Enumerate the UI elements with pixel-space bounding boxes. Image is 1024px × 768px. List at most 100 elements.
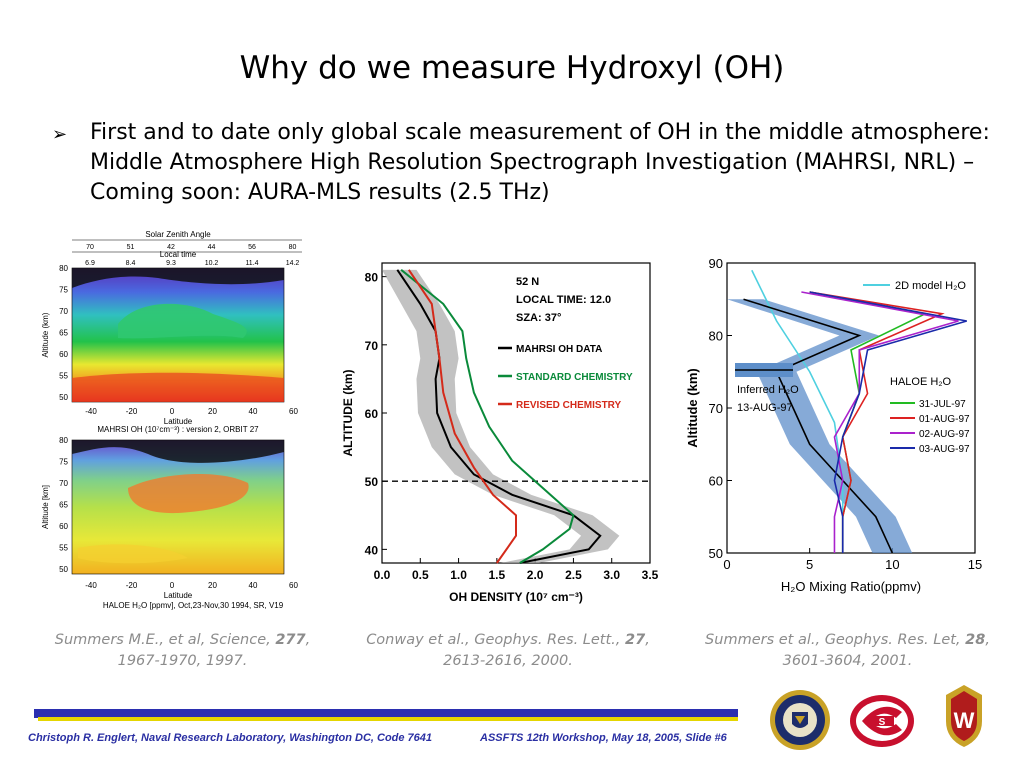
footer-workshop: ASSFTS 12th Workshop, May 18, 2005, Slid… (480, 732, 727, 744)
local-time-tick: 8.4 (126, 260, 136, 267)
sza-tick: 80 (289, 244, 297, 251)
y-axis-label-lower: Altitude [km] (41, 485, 50, 529)
svg-text:S: S (879, 717, 886, 728)
x-tick-lower: -20 (126, 581, 138, 590)
footer-bar-yellow (38, 717, 738, 721)
y-tick-upper: 70 (59, 307, 68, 316)
y-tick-label: 50 (709, 546, 723, 561)
x-tick-label: 3.5 (642, 568, 659, 582)
y-tick-upper: 60 (59, 350, 68, 359)
oh-density-chart: 0.0 0.5 1.0 1.5 2.0 2.5 3.0 3.5 80 70 60 50 40 OH DEN… (340, 253, 665, 608)
bullet-arrow-icon: ➢ (52, 124, 68, 145)
y-tick-label: 40 (365, 543, 379, 557)
caption-left: Summers M.E., et al, Science, 277, 1967-… (54, 632, 311, 669)
series-line (801, 291, 959, 553)
x-tick-label: 0.0 (374, 568, 391, 582)
x-tick-upper: 20 (208, 407, 217, 416)
legend-label: 31-JUL-97 (919, 399, 966, 410)
y-tick-label: 70 (709, 401, 723, 416)
x-tick-label: 10 (885, 557, 899, 572)
y-tick-label: 90 (709, 256, 723, 271)
series-line (809, 291, 945, 553)
legend-label: REVISED CHEMISTRY (516, 400, 622, 411)
y-tick-label: 80 (365, 271, 379, 285)
x-axis-label-upper: Latitude (164, 417, 193, 426)
x-tick-label: 5 (806, 557, 813, 572)
legend-label: Inferred H₂O (737, 384, 799, 396)
bullet-text: First and to date only global scale meas… (90, 120, 990, 205)
local-time-title: Local time (160, 250, 197, 259)
y-tick-label: 80 (709, 329, 723, 344)
sza-tick: 51 (127, 244, 135, 251)
svg-text:W: W (954, 708, 975, 733)
x-tick-lower: 20 (208, 581, 217, 590)
y-tick-upper: 50 (59, 393, 68, 402)
y-tick-lower: 60 (59, 522, 68, 531)
x-tick-label: 15 (968, 557, 982, 572)
bullet-item: ➢ First and to date only global scale me… (52, 118, 1002, 208)
x-tick-lower: 0 (170, 581, 175, 590)
contour-plots-svg: Solar Zenith Angle 70 51 42 44 56 80 Local ti… (41, 230, 302, 610)
x-tick-label: 2.5 (565, 568, 582, 582)
legend-label: STANDARD CHEMISTRY (516, 372, 633, 383)
series-line (809, 291, 967, 553)
legend-label: MAHRSI OH DATA (516, 344, 602, 355)
h2o-mixing-chart: 0 5 10 15 90 80 70 60 50 H₂O Mixing Ratio(ppmv) Al… (685, 253, 985, 608)
y-tick-lower: 55 (59, 544, 68, 553)
local-time-tick: 10.2 (205, 260, 219, 267)
y-tick-label: 60 (709, 474, 723, 489)
red-wings-logo-icon: S (848, 692, 916, 754)
mahrsi-haloe-figure: Solar Zenith Angle 70 51 42 44 56 80 Local ti… (38, 228, 310, 613)
inferred-h2o-band (727, 299, 913, 553)
y-tick-label: 60 (365, 407, 379, 421)
sza-tick: 42 (167, 244, 175, 251)
x-tick-lower: 60 (289, 581, 298, 590)
x-tick-upper: 60 (289, 407, 298, 416)
x-axis-label: OH DENSITY (10⁷ cm⁻³) (449, 590, 583, 604)
chart-annotation: 52 N (516, 276, 539, 288)
x-tick-label: 2.0 (527, 568, 544, 582)
h2o-mixing-svg: 0 5 10 15 90 80 70 60 50 H₂O Mixing Ratio(ppmv) Al… (685, 256, 982, 594)
legend-label: 03-AUG-97 (919, 444, 970, 455)
sza-tick: 56 (248, 244, 256, 251)
slide-title: Why do we measure Hydroxyl (OH) (239, 50, 785, 86)
x-tick-lower: 40 (249, 581, 258, 590)
x-tick-upper: -20 (126, 407, 138, 416)
sza-tick: 44 (208, 244, 216, 251)
footer-author: Christoph R. Englert, Naval Research Lab… (28, 732, 433, 744)
local-time-tick: 6.9 (85, 260, 95, 267)
y-tick-upper: 65 (59, 329, 68, 338)
oh-density-svg: 0.0 0.5 1.0 1.5 2.0 2.5 3.0 3.5 80 70 60 50 40 OH DEN… (341, 262, 659, 604)
y-tick-upper: 75 (59, 286, 68, 295)
x-tick-label: 0 (723, 557, 730, 572)
series-line (751, 269, 844, 553)
lower-contour-caption: HALOE H₂O [ppmv], Oct,23-Nov,30 1994, SR… (103, 601, 284, 610)
local-time-tick: 11.4 (245, 260, 258, 267)
legend-title: HALOE H₂O (890, 376, 952, 388)
x-tick-label: 1.0 (450, 568, 467, 582)
y-tick-lower: 70 (59, 479, 68, 488)
y-tick-upper: 55 (59, 372, 68, 381)
y-axis-label: Altitude (km) (685, 368, 700, 447)
x-axis-label: H₂O Mixing Ratio(ppmv) (781, 579, 921, 594)
upper-contour-caption: MAHRSI OH (10⁷cm⁻³) : version 2, ORBIT 2… (97, 425, 259, 434)
x-tick-upper: -40 (85, 407, 97, 416)
chart-annotation: SZA: 37° (516, 312, 561, 324)
legend-label: 01-AUG-97 (919, 414, 970, 425)
local-time-tick: 9.3 (166, 260, 176, 267)
y-tick-label: 50 (365, 475, 379, 489)
y-tick-lower: 65 (59, 501, 68, 510)
x-tick-label: 3.0 (603, 568, 620, 582)
x-tick-label: 0.5 (412, 568, 429, 582)
sza-axis-title: Solar Zenith Angle (145, 230, 211, 239)
naval-research-seal-icon (768, 688, 832, 756)
caption-middle: Conway et al., Geophys. Res. Lett., 27, … (366, 632, 650, 669)
legend-label: 02-AUG-97 (919, 429, 970, 440)
y-tick-upper: 80 (59, 264, 68, 273)
series-line (400, 269, 575, 564)
y-tick-label: 70 (365, 339, 379, 353)
y-axis-label-upper: Altitude (km) (41, 312, 50, 357)
x-tick-upper: 40 (249, 407, 258, 416)
wisconsin-crest-icon: W (942, 683, 986, 753)
y-axis-label: ALTITUDE (km) (341, 369, 355, 456)
